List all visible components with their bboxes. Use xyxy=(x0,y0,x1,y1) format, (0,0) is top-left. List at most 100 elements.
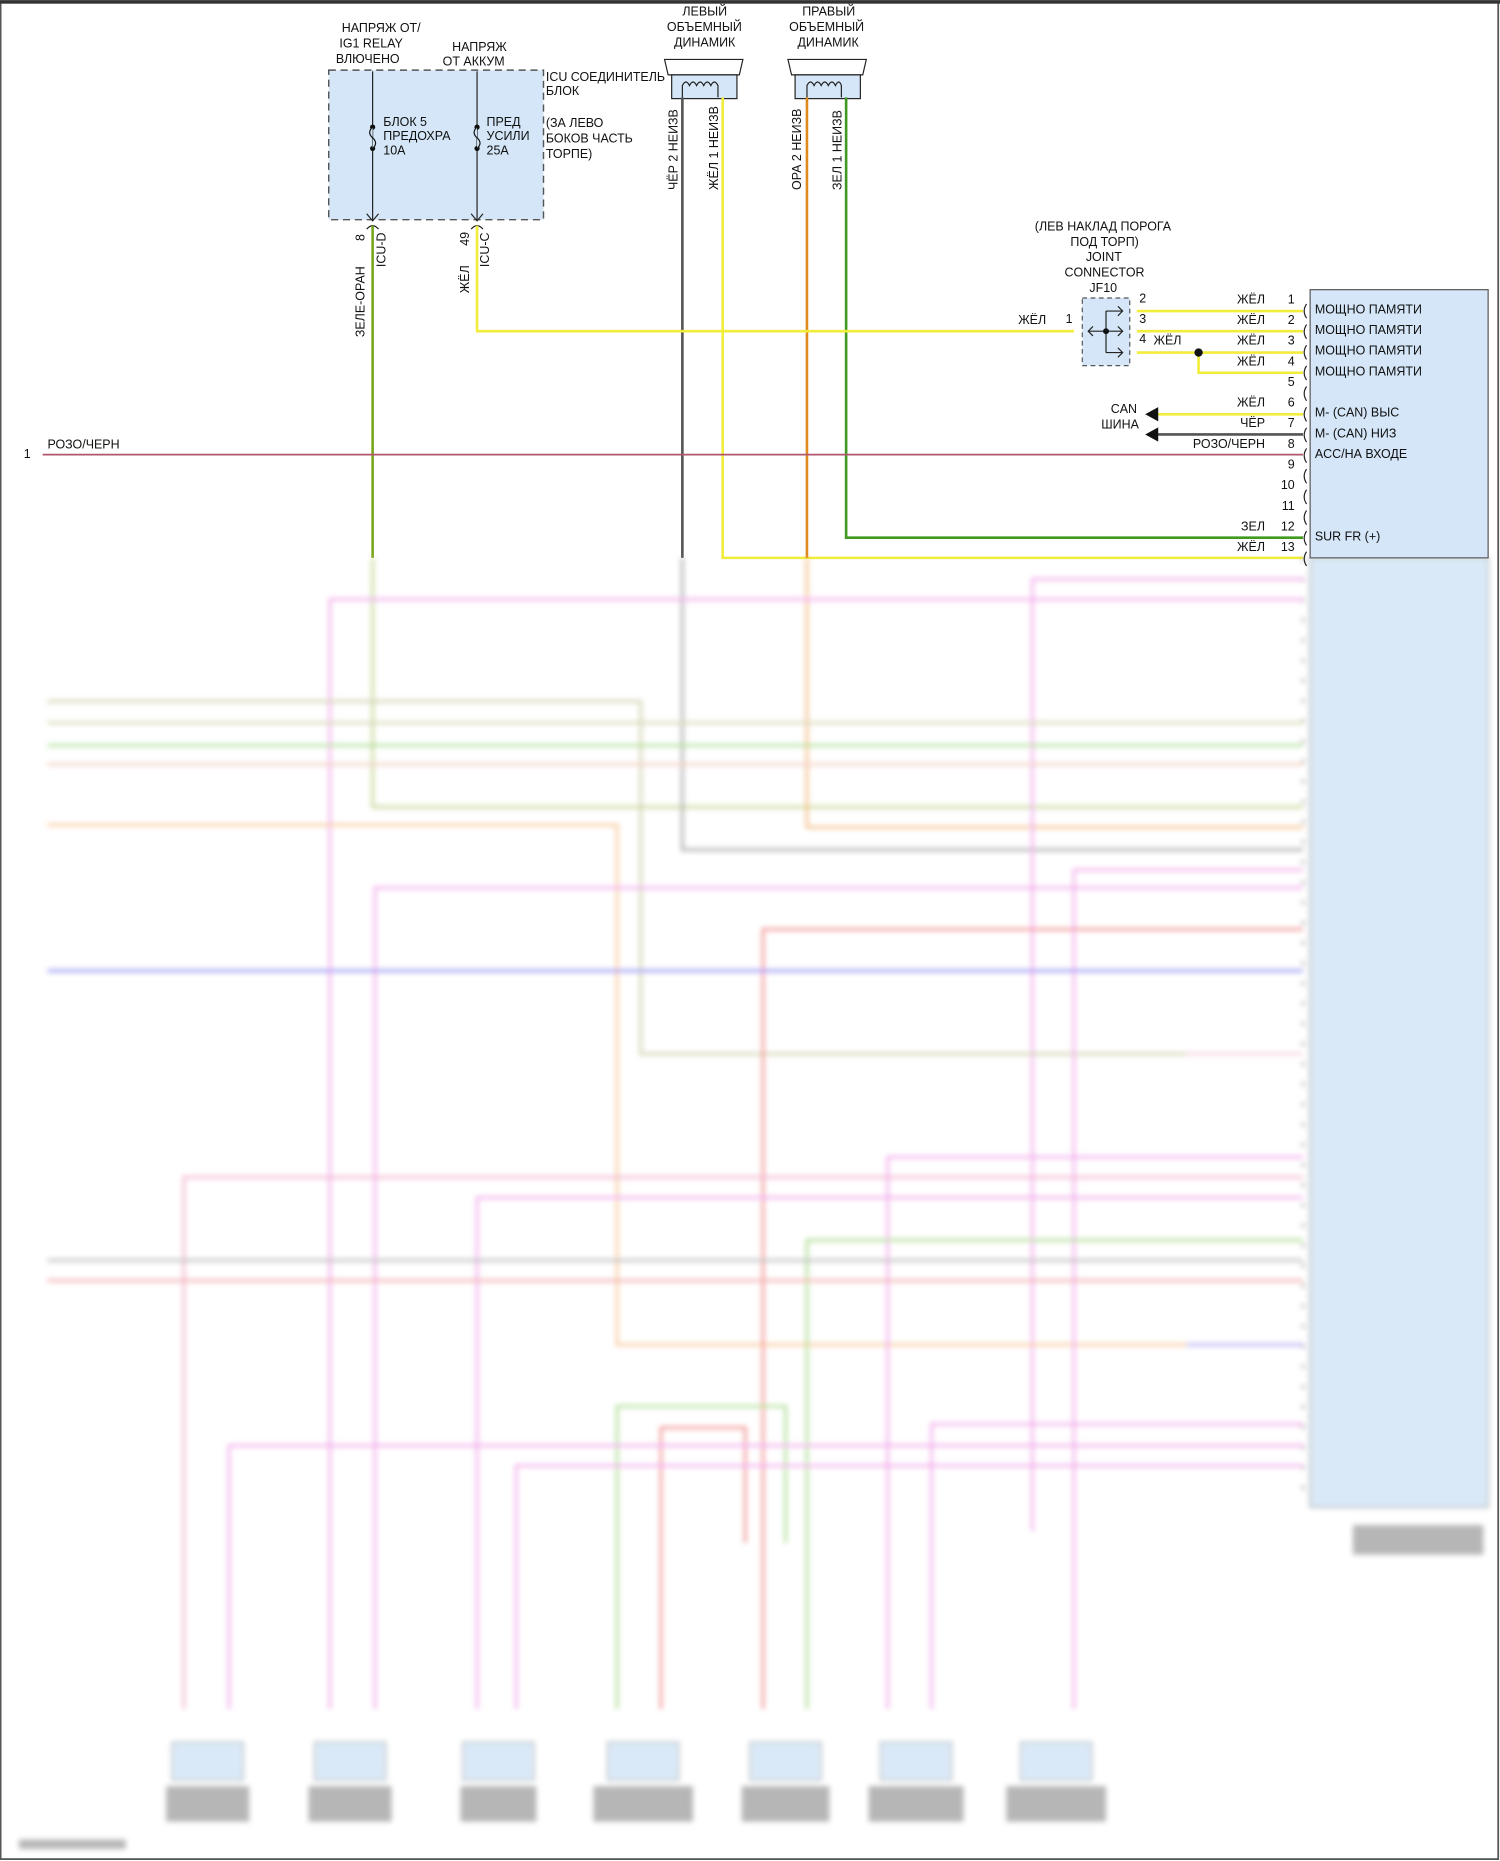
connector-icon xyxy=(1303,344,1308,360)
wire-color-label: ЖЁЛ xyxy=(1018,313,1046,327)
icu-block-title: ICU СОЕДИНИТЕЛЬ xyxy=(546,70,665,84)
speaker-title: ДИНАМИК xyxy=(674,35,736,49)
wire-color-label: ЖЁЛ xyxy=(1237,292,1265,306)
speaker-icon xyxy=(663,58,744,100)
pin-number: 4 xyxy=(1288,354,1295,368)
arrow-left-icon xyxy=(1145,427,1159,442)
fuse-label: УСИЛИ xyxy=(487,129,530,143)
pin-number: 5 xyxy=(1288,375,1295,389)
fuse-label: ПРЕДОХРА xyxy=(383,129,451,143)
speaker-title: ЛЕВЫЙ xyxy=(682,4,727,19)
pin-number: 1 xyxy=(24,447,31,461)
pin-function-label: M- (CAN) ВЫС xyxy=(1315,406,1399,420)
wire-yellow xyxy=(721,97,1304,560)
can-bus-label: CAN xyxy=(1111,402,1137,416)
speaker-title: ОБЪЕМНЫЙ xyxy=(667,19,742,34)
pin-label: ЖЁЛ 1 НЕИЗВ xyxy=(707,106,721,190)
wire-color-label: ЖЁЛ xyxy=(1237,313,1265,327)
joint-connector-jf10: (ЛЕВ НАКЛАД ПОРОГА ПОД ТОРП) JOINT CONNE… xyxy=(1018,219,1181,367)
ig1-supply-label: ВЛЮЧЕНО xyxy=(336,52,400,66)
pin-number: 6 xyxy=(1288,396,1295,410)
connector-id: ICU-D xyxy=(375,233,389,268)
fuse-label: БЛОК 5 xyxy=(383,115,427,129)
ig1-supply-label: НАПРЯЖ ОТ/ xyxy=(342,21,421,35)
pin-number: 49 xyxy=(458,232,472,246)
fuse-label: 25A xyxy=(487,143,510,157)
module-pin-row: 1 ЖЁЛ МОЩНО ПАМЯТИ xyxy=(1237,292,1422,319)
wire-green xyxy=(844,97,1304,540)
pin-number: 3 xyxy=(1288,334,1295,348)
speaker-title: ОБЪЕМНЫЙ xyxy=(789,19,864,34)
icu-junction-block: НАПРЯЖ ОТ/ IG1 RELAY ВЛЮЧЕНО НАПРЯЖ ОТ А… xyxy=(328,21,665,337)
module-connector-pins: 1 ЖЁЛ МОЩНО ПАМЯТИ 2 ЖЁЛ МОЩНО ПАМЯТИ 3 ЖЁЛ МОЩН… xyxy=(1193,292,1422,567)
pin-function-label: SUR FR (+) xyxy=(1315,530,1380,544)
wire-color-label: ЖЁЛ xyxy=(458,265,472,293)
wire-yellow xyxy=(475,225,1074,333)
pin-function-label: МОЩНО ПАМЯТИ xyxy=(1315,364,1422,378)
pin-number: 11 xyxy=(1282,499,1295,513)
module-pin-row: 2 ЖЁЛ МОЩНО ПАМЯТИ xyxy=(1237,313,1422,340)
left-surround-speaker: ЛЕВЫЙ ОБЪЕМНЫЙ ДИНАМИК ЧЁР 2 НЕИЗВ ЖЁЛ 1… xyxy=(663,4,744,190)
pin-number: 8 xyxy=(1288,437,1295,451)
wire-color-label: ЖЁЛ xyxy=(1237,354,1265,368)
module-pin-row: 9 xyxy=(1288,458,1308,484)
joint-title: (ЛЕВ НАКЛАД ПОРОГА xyxy=(1035,219,1172,233)
joint-title: ПОД ТОРП) xyxy=(1070,235,1138,249)
module-pin-row: 13 ЖЁЛ xyxy=(1237,540,1308,567)
connector-id: ICU-C xyxy=(478,233,492,268)
wire-color-label: ЧЁР xyxy=(1240,416,1265,430)
module-pin-row: 11 xyxy=(1282,499,1308,525)
pin-number: 10 xyxy=(1281,478,1295,492)
pin-number: 1 xyxy=(1066,312,1073,326)
joint-title: JOINT xyxy=(1086,250,1122,264)
blurred-lower-section xyxy=(18,557,1489,1850)
module-pin-row: 4 ЖЁЛ МОЩНО ПАМЯТИ xyxy=(1237,354,1422,381)
module-pin-row: 12 ЗЕЛ SUR FR (+) xyxy=(1241,519,1380,546)
connector-icon xyxy=(1303,365,1308,381)
connector-icon xyxy=(1303,551,1308,567)
wire-color-label: ЖЁЛ xyxy=(1153,333,1181,347)
module-pin-row: 6 ЖЁЛ M- (CAN) ВЫС xyxy=(1237,396,1399,422)
splice-icon xyxy=(1194,348,1203,357)
connector-icon xyxy=(1303,448,1308,464)
ig1-supply-label: IG1 RELAY xyxy=(339,37,403,51)
pin-function-label: M- (CAN) НИЗ xyxy=(1315,426,1397,440)
wires-upper: CAN ШИНА 1 РОЗО/ЧЕРН xyxy=(24,97,1304,560)
speaker-title: ПРАВЫЙ xyxy=(802,4,855,19)
icu-block-location: ТОРПЕ) xyxy=(546,147,592,161)
module-box xyxy=(1309,289,1489,559)
joint-title: CONNECTOR xyxy=(1064,266,1144,280)
module-pin-row: 5 xyxy=(1288,375,1308,402)
wire-color-label: ЗЕЛ xyxy=(1241,519,1265,533)
fuse-label: 10A xyxy=(383,143,406,157)
icu-block-title: БЛОК xyxy=(546,84,580,98)
connector-icon xyxy=(1303,324,1308,340)
wire-color-label: РОЗО/ЧЕРН xyxy=(1193,437,1265,451)
pin-number: 13 xyxy=(1281,540,1295,554)
module-pin-row: 8 РОЗО/ЧЕРН ACC/НА ВХОДЕ xyxy=(1193,437,1407,464)
pin-function-label: МОЩНО ПАМЯТИ xyxy=(1315,323,1422,337)
fuse-icon xyxy=(473,124,481,152)
pin-number: 9 xyxy=(1288,458,1295,472)
pin-function-label: МОЩНО ПАМЯТИ xyxy=(1315,344,1422,358)
pin-number: 2 xyxy=(1288,313,1295,327)
speaker-title: ДИНАМИК xyxy=(797,35,859,49)
connector-icon xyxy=(1303,386,1308,402)
pin-number: 12 xyxy=(1281,519,1295,533)
pin-function-label: МОЩНО ПАМЯТИ xyxy=(1315,302,1422,316)
wire-color-label: ЗЕЛЕ-ОРАН xyxy=(353,266,367,337)
top-border xyxy=(0,0,1500,4)
pin-number: 7 xyxy=(1288,416,1295,430)
joint-title: JF10 xyxy=(1089,281,1117,295)
connector-icon xyxy=(1303,303,1308,319)
icu-block-location: (ЗА ЛЕВО xyxy=(546,116,604,130)
pin-function-label: ACC/НА ВХОДЕ xyxy=(1315,447,1407,461)
arrow-left-icon xyxy=(1145,407,1159,422)
connector-icon xyxy=(1303,427,1308,443)
pin-label: ОРА 2 НЕИЗВ xyxy=(790,109,804,190)
pin-number: 4 xyxy=(1139,332,1146,346)
fuse-label: ПРЕД xyxy=(487,115,522,129)
pin-number: 8 xyxy=(353,234,367,241)
